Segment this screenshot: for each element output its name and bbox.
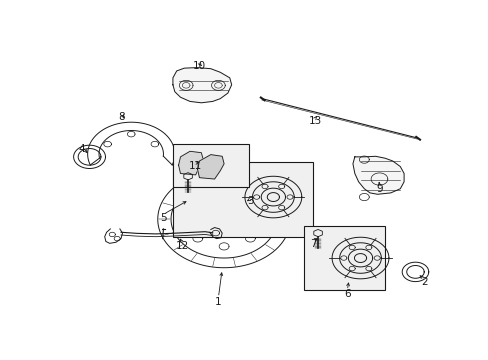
Text: 3: 3 xyxy=(247,196,253,206)
Polygon shape xyxy=(173,68,231,103)
Bar xyxy=(173,144,248,187)
Bar xyxy=(303,226,385,290)
Text: 1: 1 xyxy=(215,297,221,307)
Text: 10: 10 xyxy=(192,61,205,71)
Text: 11: 11 xyxy=(189,161,202,171)
Polygon shape xyxy=(178,151,203,175)
Bar xyxy=(173,162,312,237)
Text: 9: 9 xyxy=(375,184,382,194)
Polygon shape xyxy=(352,156,403,194)
Text: 13: 13 xyxy=(308,116,321,126)
Polygon shape xyxy=(197,155,224,179)
Text: 6: 6 xyxy=(343,289,350,299)
Text: 2: 2 xyxy=(420,277,427,287)
Text: 4: 4 xyxy=(79,144,85,154)
Text: 5: 5 xyxy=(160,213,166,223)
Text: 12: 12 xyxy=(175,241,189,251)
Text: 8: 8 xyxy=(118,112,125,122)
Text: 7: 7 xyxy=(309,239,316,249)
